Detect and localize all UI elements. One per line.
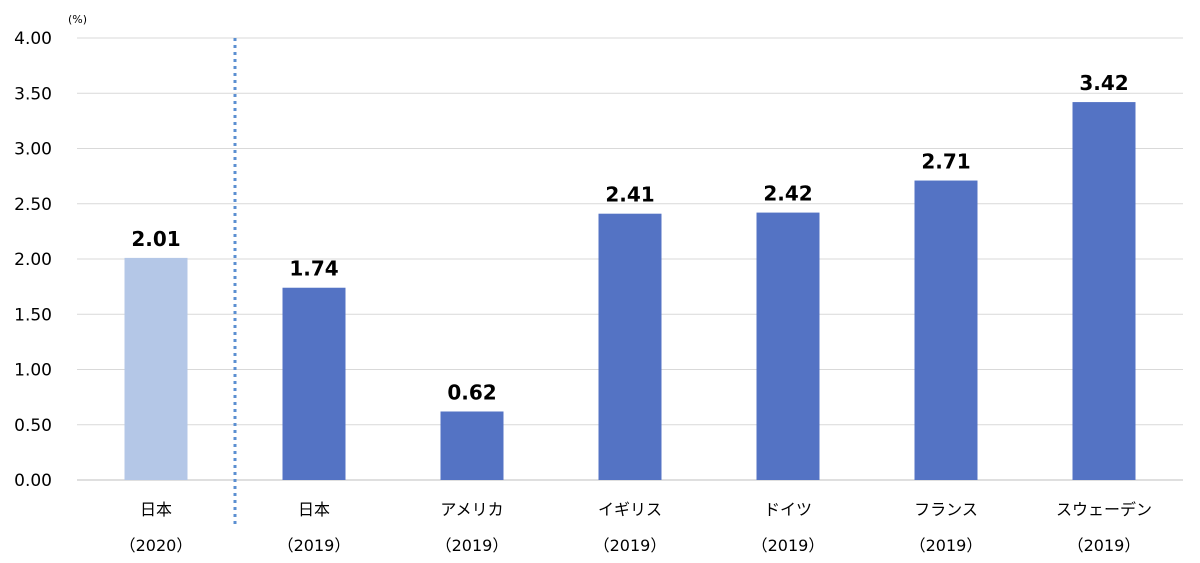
x-category-label: スウェーデン xyxy=(1056,500,1152,519)
x-year-label: （2019） xyxy=(594,536,667,555)
data-label: 2.01 xyxy=(131,227,180,251)
bar xyxy=(124,257,188,480)
x-year-label: （2020） xyxy=(120,536,193,555)
y-tick-label: 0.00 xyxy=(14,471,52,491)
unit-label: (%) xyxy=(68,13,87,26)
data-label: 2.42 xyxy=(763,182,812,206)
y-tick-label: 1.00 xyxy=(14,361,52,381)
x-year-label: （2019） xyxy=(436,536,509,555)
x-year-label: （2019） xyxy=(910,536,983,555)
y-tick-label: 3.00 xyxy=(14,140,52,160)
x-category-label: フランス xyxy=(914,500,978,519)
data-label: 2.71 xyxy=(921,150,970,174)
bar xyxy=(914,180,978,481)
data-label: 3.42 xyxy=(1079,71,1128,95)
bar xyxy=(598,213,662,480)
y-axis: 0.00 0.50 1.00 1.50 2.00 2.50 3.00 3.50 4.00 xyxy=(14,29,52,491)
y-tick-label: 4.00 xyxy=(14,29,52,49)
y-tick-label: 3.50 xyxy=(14,84,52,104)
y-tick-label: 2.50 xyxy=(14,195,52,215)
x-year-label: （2019） xyxy=(1068,536,1141,555)
bar xyxy=(440,411,504,480)
x-category-label: イギリス xyxy=(598,500,662,519)
x-category-label: ドイツ xyxy=(764,500,812,519)
bar xyxy=(282,287,346,480)
bar xyxy=(756,212,820,480)
data-labels: 2.01 1.74 0.62 2.41 2.42 2.71 3.42 xyxy=(131,71,1128,404)
y-tick-label: 1.50 xyxy=(14,305,52,325)
x-year-label: （2019） xyxy=(752,536,825,555)
y-tick-label: 0.50 xyxy=(14,416,52,436)
x-category-label: 日本 xyxy=(298,500,330,519)
data-label: 0.62 xyxy=(447,380,496,404)
data-label: 1.74 xyxy=(289,257,338,281)
data-label: 2.41 xyxy=(605,183,654,207)
x-axis: 日本 （2020） 日本 （2019） アメリカ （2019） イギリス （2019） ドイツ （… xyxy=(120,38,1152,555)
bars xyxy=(124,102,1136,481)
x-category-label: 日本 xyxy=(140,500,172,519)
bar xyxy=(1072,102,1136,480)
x-year-label: （2019） xyxy=(278,536,351,555)
y-tick-label: 2.00 xyxy=(14,250,52,270)
x-category-label: アメリカ xyxy=(440,500,503,519)
